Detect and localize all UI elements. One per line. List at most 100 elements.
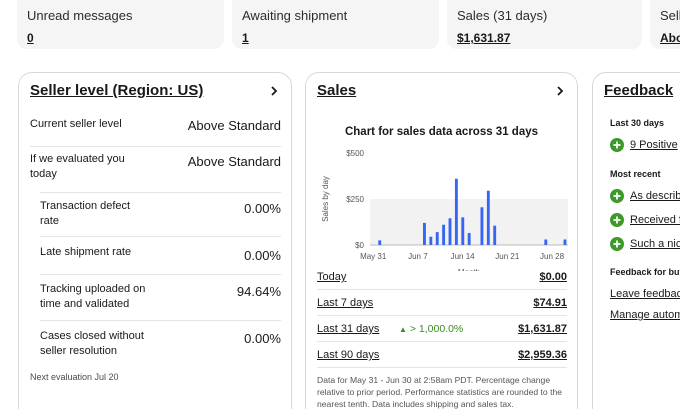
divider <box>317 315 567 316</box>
chart-bar <box>563 239 567 245</box>
sales-row-90days: Last 90 days $2,959.36 <box>317 343 567 369</box>
chart-bar <box>544 239 548 245</box>
next-evaluation-note: Next evaluation Jul 20 <box>30 372 119 382</box>
card-header: Feedback <box>593 73 680 109</box>
sales-footnote: Data for May 31 - Jun 30 at 2:58am PDT. … <box>317 375 563 409</box>
divider <box>40 192 281 193</box>
chart-x-tick-label: Jun 7 <box>408 252 428 261</box>
chart-bar <box>480 207 484 245</box>
chart-y-tick-label: $500 <box>346 149 364 158</box>
level-row-value: 0.00% <box>244 248 281 263</box>
level-row-value: Above Standard <box>187 118 281 133</box>
seller-level-title[interactable]: Seller level (Region: US) <box>30 82 204 99</box>
card-header: Seller level (Region: US) <box>19 73 291 109</box>
sales-amount-link[interactable]: $0.00 <box>539 271 567 283</box>
chart-bar <box>486 190 490 245</box>
level-row-label: If we evaluated you today <box>30 153 125 180</box>
divider <box>317 289 567 290</box>
chart-x-tick-label: Jun 14 <box>451 252 476 261</box>
chevron-right-icon[interactable] <box>551 82 569 100</box>
manage-automated-feedback-link[interactable]: Manage autom <box>610 309 680 321</box>
seller-level-link[interactable]: Abo <box>660 31 680 45</box>
divider <box>40 320 281 321</box>
chart-title: Chart for sales data across 31 days <box>344 126 539 138</box>
sales-title[interactable]: Sales <box>317 82 357 99</box>
chart-x-tick-label: May 31 <box>360 252 387 261</box>
sales-total-link[interactable]: $1,631.87 <box>457 31 511 45</box>
chart-y-tick-label: $250 <box>346 195 364 204</box>
level-row-label: Current seller level <box>30 118 122 130</box>
sales-card: Sales Chart for sales data across 31 day… <box>305 72 578 409</box>
stat-label: Awaiting shipment <box>242 8 348 23</box>
feedback-item[interactable]: As describ <box>610 189 680 203</box>
chart-bar <box>493 225 497 245</box>
stat-tile-unread: Unread messages 0 <box>17 0 224 49</box>
level-row-value: Above Standard <box>187 154 281 169</box>
feedback-item[interactable]: Such a nic <box>610 237 680 251</box>
most-recent-heading: Most recent <box>610 169 661 179</box>
sales-row-today: Today $0.00 <box>317 265 567 291</box>
chart-bar <box>378 240 382 245</box>
plus-circle-icon <box>610 237 624 251</box>
level-row-label: Cases closed without seller resolution <box>40 330 144 357</box>
sales-amount-link[interactable]: $74.91 <box>533 297 567 309</box>
stat-tile-awaiting: Awaiting shipment 1 <box>232 0 439 49</box>
feedback-item-link[interactable]: Such a nic <box>630 238 680 250</box>
divider <box>40 274 281 275</box>
sales-bar-chart: $0 $250 $500 May 31 Jun 7 Jun 14 Jun 21 Jun 28 M… <box>321 149 568 271</box>
divider <box>317 341 567 342</box>
stat-tile-seller: Sell Abo <box>650 0 680 49</box>
chart-x-axis-label: Month <box>458 268 480 271</box>
plus-circle-icon <box>610 138 624 152</box>
sales-amount-link[interactable]: $1,631.87 <box>518 323 567 335</box>
sales-change-badge: ▲ > 1,000.0% <box>399 323 463 335</box>
stat-label: Sales (31 days) <box>457 8 548 23</box>
divider <box>40 236 281 237</box>
feedback-item-link[interactable]: Received f <box>630 214 680 226</box>
stat-label: Sell <box>660 8 680 23</box>
awaiting-count-link[interactable]: 1 <box>242 31 249 45</box>
leave-feedback-link[interactable]: Leave feedbac <box>610 288 680 300</box>
chart-bar <box>448 218 452 245</box>
level-row-label: Transaction defect rate <box>40 200 131 227</box>
chart-y-axis-label: Sales by day <box>321 176 330 222</box>
chart-bar <box>467 233 471 245</box>
sales-row-31days: Last 31 days ▲ > 1,000.0% $1,631.87 <box>317 317 567 343</box>
level-row-value: 94.64% <box>236 284 281 299</box>
chart-bar <box>423 222 426 245</box>
unread-count-link[interactable]: 0 <box>27 31 34 45</box>
chevron-right-icon[interactable] <box>265 82 283 100</box>
positive-count-link[interactable]: 9 Positive <box>630 139 678 151</box>
sales-period-link[interactable]: Last 31 days <box>317 323 380 335</box>
feedback-title[interactable]: Feedback <box>604 82 674 99</box>
feedback-positive[interactable]: 9 Positive <box>610 138 678 152</box>
sales-period-link[interactable]: Last 7 days <box>317 297 374 309</box>
level-row-label: Late shipment rate <box>40 246 132 258</box>
level-row-value: 0.00% <box>244 201 281 216</box>
stat-label: Unread messages <box>27 8 133 23</box>
feedback-item-link[interactable]: As describ <box>630 190 680 202</box>
seller-level-card: Seller level (Region: US) Current seller… <box>18 72 292 409</box>
sales-row-7days: Last 7 days $74.91 <box>317 291 567 317</box>
sales-period-link[interactable]: Last 90 days <box>317 349 380 361</box>
card-header: Sales <box>306 73 577 109</box>
triangle-up-icon: ▲ <box>399 325 407 334</box>
chart-x-tick-label: Jun 21 <box>495 252 520 261</box>
sales-change-text: > 1,000.0% <box>409 323 464 335</box>
feedback-card: Feedback Last 30 days 9 Positive Most re… <box>592 72 680 409</box>
feedback-for-buyers-heading: Feedback for buy <box>610 267 680 277</box>
feedback-item[interactable]: Received f <box>610 213 680 227</box>
chart-bar <box>435 232 439 245</box>
chart-bar <box>461 217 465 245</box>
level-row-label: Tracking uploaded on time and validated <box>40 283 146 310</box>
chart-bar <box>442 224 446 245</box>
sales-period-link[interactable]: Today <box>317 271 347 283</box>
chart-y-tick-label: $0 <box>355 241 364 250</box>
stat-tile-sales: Sales (31 days) $1,631.87 <box>447 0 642 49</box>
sales-amount-link[interactable]: $2,959.36 <box>518 349 567 361</box>
chart-bar <box>429 236 433 245</box>
chart-bar <box>454 178 458 245</box>
chart-x-tick-label: Jun 28 <box>540 252 565 261</box>
divider <box>30 146 281 147</box>
plus-circle-icon <box>610 189 624 203</box>
